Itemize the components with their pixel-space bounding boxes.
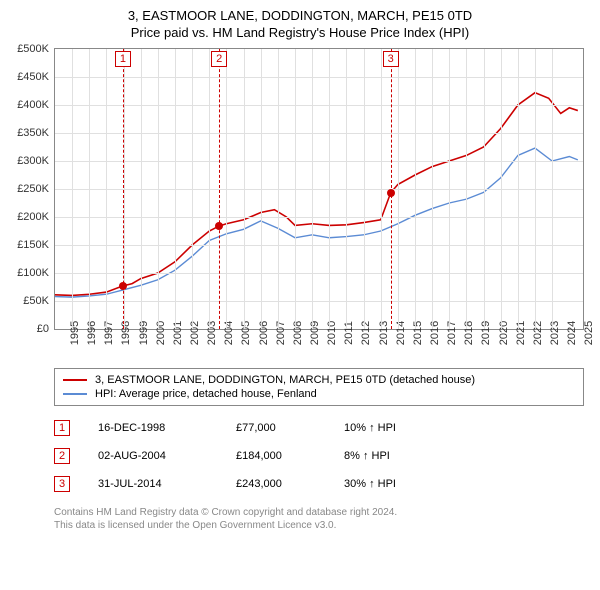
y-tick-label: £300K: [17, 155, 49, 167]
legend-swatch: [63, 393, 87, 395]
event-date: 02-AUG-2004: [98, 450, 208, 462]
legend-label: HPI: Average price, detached house, Fenl…: [95, 388, 317, 400]
event-number-box: 2: [54, 448, 70, 464]
event-number-box: 1: [54, 420, 70, 436]
event-marker-box: 2: [211, 51, 227, 67]
legend-label: 3, EASTMOOR LANE, DODDINGTON, MARCH, PE1…: [95, 374, 475, 386]
plot-area: £0£50K£100K£150K£200K£250K£300K£350K£400…: [54, 48, 584, 330]
chart-container: 3, EASTMOOR LANE, DODDINGTON, MARCH, PE1…: [0, 0, 600, 539]
title-line-2: Price paid vs. HM Land Registry's House …: [10, 25, 590, 42]
event-marker-box: 1: [115, 51, 131, 67]
title-line-1: 3, EASTMOOR LANE, DODDINGTON, MARCH, PE1…: [10, 8, 590, 25]
event-pct: 30% ↑ HPI: [344, 478, 454, 490]
event-pct: 10% ↑ HPI: [344, 422, 454, 434]
legend-item-hpi: HPI: Average price, detached house, Fenl…: [63, 387, 575, 401]
y-tick-label: £150K: [17, 239, 49, 251]
event-price: £184,000: [236, 450, 316, 462]
legend: 3, EASTMOOR LANE, DODDINGTON, MARCH, PE1…: [54, 368, 584, 406]
event-date: 31-JUL-2014: [98, 478, 208, 490]
y-tick-label: £250K: [17, 183, 49, 195]
event-row: 1 16-DEC-1998 £77,000 10% ↑ HPI: [54, 416, 584, 444]
event-row: 2 02-AUG-2004 £184,000 8% ↑ HPI: [54, 444, 584, 472]
event-point-marker: [215, 222, 223, 230]
y-tick-label: £100K: [17, 267, 49, 279]
y-tick-label: £0: [37, 323, 49, 335]
plot-container: £0£50K£100K£150K£200K£250K£300K£350K£400…: [54, 48, 584, 358]
event-date: 16-DEC-1998: [98, 422, 208, 434]
event-number-box: 3: [54, 476, 70, 492]
footnote: Contains HM Land Registry data © Crown c…: [54, 506, 584, 533]
events-table: 1 16-DEC-1998 £77,000 10% ↑ HPI 2 02-AUG…: [54, 416, 584, 500]
event-point-marker: [119, 282, 127, 290]
y-tick-label: £400K: [17, 99, 49, 111]
event-price: £243,000: [236, 478, 316, 490]
y-tick-label: £200K: [17, 211, 49, 223]
y-tick-label: £50K: [23, 295, 49, 307]
y-tick-label: £500K: [17, 43, 49, 55]
event-marker-box: 3: [383, 51, 399, 67]
series-hpi: [55, 148, 578, 297]
event-vertical-line: [219, 49, 220, 329]
event-pct: 8% ↑ HPI: [344, 450, 454, 462]
series-price_paid: [55, 92, 578, 295]
y-tick-label: £450K: [17, 71, 49, 83]
legend-item-price-paid: 3, EASTMOOR LANE, DODDINGTON, MARCH, PE1…: [63, 373, 575, 387]
footnote-line: Contains HM Land Registry data © Crown c…: [54, 506, 584, 520]
y-tick-label: £350K: [17, 127, 49, 139]
footnote-line: This data is licensed under the Open Gov…: [54, 519, 584, 533]
x-tick-label: 2025: [569, 321, 595, 345]
event-price: £77,000: [236, 422, 316, 434]
event-point-marker: [387, 189, 395, 197]
event-row: 3 31-JUL-2014 £243,000 30% ↑ HPI: [54, 472, 584, 500]
chart-title: 3, EASTMOOR LANE, DODDINGTON, MARCH, PE1…: [10, 8, 590, 42]
legend-swatch: [63, 379, 87, 381]
